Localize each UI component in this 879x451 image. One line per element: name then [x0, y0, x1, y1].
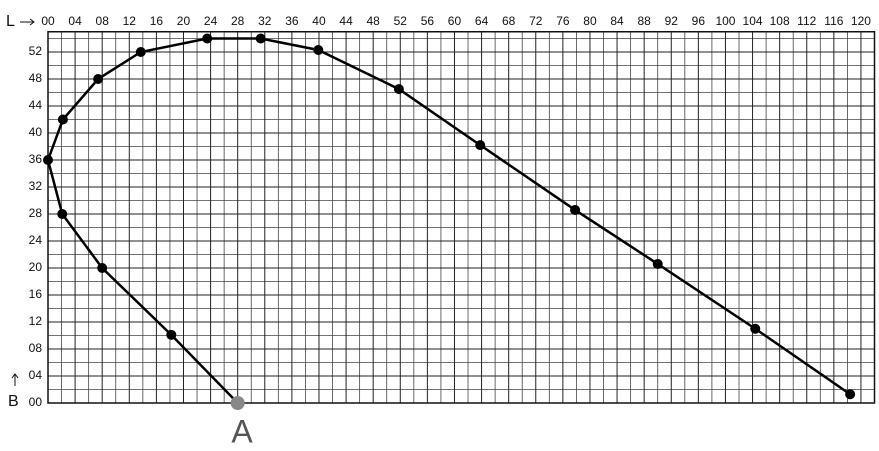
y-axis-label: B: [8, 393, 19, 410]
point: [93, 74, 104, 84]
x-tick-label: 36: [285, 14, 299, 28]
y-tick-label: 16: [29, 287, 43, 301]
x-tick-label: 40: [312, 14, 326, 28]
point: [202, 33, 213, 44]
x-tick-label: 48: [367, 14, 381, 28]
x-tick-label: 112: [797, 14, 816, 28]
x-tick-label: 04: [68, 14, 82, 28]
x-tick-label: 108: [770, 14, 790, 28]
x-tick-label: 44: [339, 14, 353, 28]
x-tick-label: 52: [394, 14, 408, 28]
x-tick-label: 80: [583, 14, 597, 28]
point: [750, 323, 761, 334]
x-tick-label: 64: [475, 14, 489, 28]
x-tick-label: 16: [150, 14, 164, 28]
point: [57, 209, 68, 219]
y-tick-label: 04: [29, 368, 43, 382]
point: [475, 140, 486, 151]
x-arrow: [20, 18, 35, 26]
point: [393, 84, 404, 95]
x-tick-label: 32: [258, 14, 272, 28]
plot-frame: [47, 31, 876, 404]
x-tick-label: 56: [421, 14, 435, 28]
y-tick-label: 32: [29, 179, 43, 193]
point: [652, 258, 663, 269]
x-tick-label: 68: [502, 14, 516, 28]
curve: [46, 37, 851, 404]
x-tick-label: 88: [637, 14, 651, 28]
y-tick-label: 20: [29, 260, 43, 274]
point: [57, 114, 68, 125]
x-tick-label: 100: [715, 14, 735, 28]
x-tick-label: 60: [448, 14, 462, 28]
y-tick-label: 12: [29, 314, 43, 328]
x-tick-label: 120: [851, 14, 871, 28]
x-tick-label: 76: [556, 14, 570, 28]
y-tick-label: 44: [29, 98, 43, 112]
x-tick-label: 96: [692, 14, 706, 28]
x-tick-label: 84: [610, 14, 624, 28]
x-tick-label: 72: [529, 14, 543, 28]
x-tick-label: 12: [123, 14, 137, 28]
point: [135, 47, 146, 57]
y-tick-label: 00: [29, 395, 43, 409]
y-tick-label: 28: [29, 206, 43, 220]
x-tick-label: 92: [665, 14, 679, 28]
point: [313, 44, 324, 55]
x-tick-label: 104: [743, 14, 763, 28]
point: [845, 389, 856, 400]
y-tick-label: 40: [29, 125, 43, 139]
point: [255, 33, 266, 44]
y-tick-label: 52: [29, 44, 43, 58]
y-tick-label: 48: [29, 71, 43, 85]
y-tick-label: 36: [29, 152, 43, 166]
x-tick-label: 28: [231, 14, 245, 28]
y-tick-label: 24: [29, 233, 43, 247]
x-tick-label: 116: [824, 14, 843, 28]
x-tick-label: 08: [96, 14, 110, 28]
point: [166, 329, 177, 340]
point: [570, 204, 581, 215]
x-tick-label: 24: [204, 14, 218, 28]
x-tick-label: 00: [41, 14, 55, 28]
y-tick-label: 08: [29, 341, 43, 355]
point: [43, 155, 53, 165]
x-axis-label: L: [6, 13, 15, 30]
x-tick-label: 20: [177, 14, 191, 28]
y-arrow: [11, 373, 19, 386]
point: [97, 263, 108, 273]
annotation: A: [231, 413, 253, 449]
point: [230, 396, 245, 410]
